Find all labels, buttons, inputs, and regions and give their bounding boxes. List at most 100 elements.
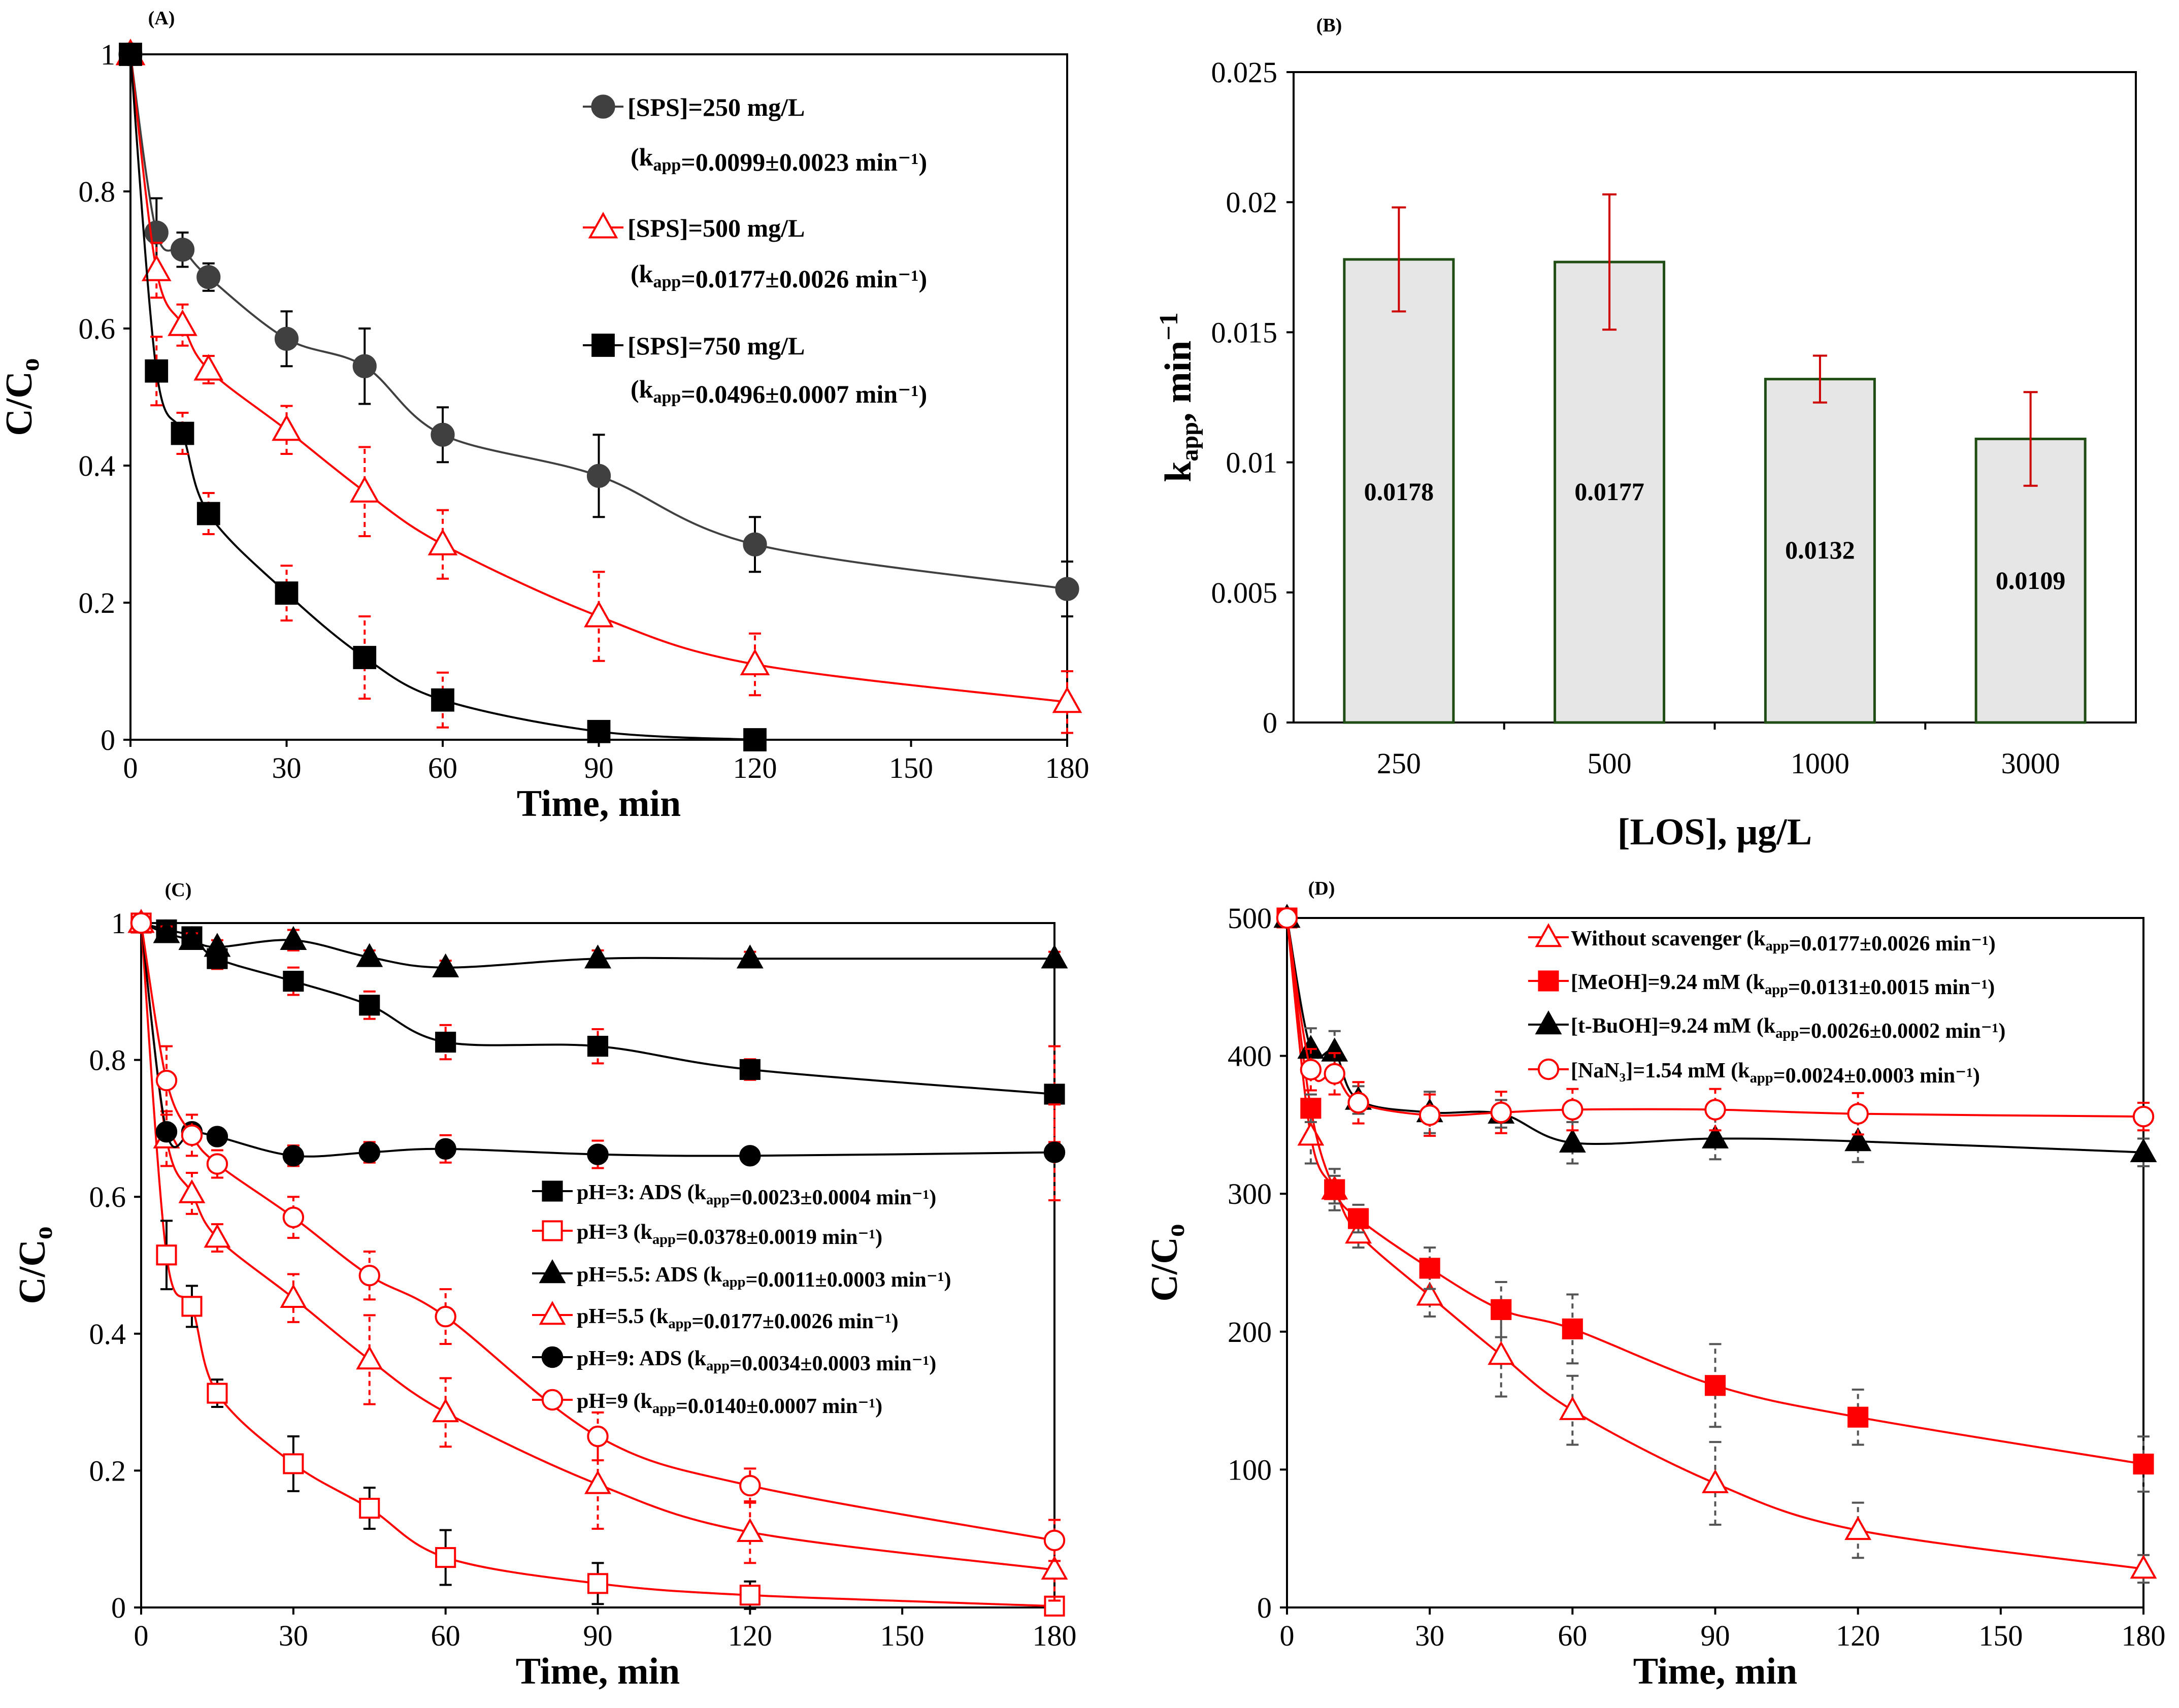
legend-marker (539, 1301, 566, 1325)
subscript: app (668, 1316, 691, 1332)
legend-marker (542, 1220, 563, 1241)
text-span: Without scavenger ( (1571, 927, 1754, 950)
legend-label: pH=5.5: ADS (kapp=0.0011±0.0003 min⁻¹) (577, 1263, 951, 1292)
x-tick-label: 60 (1558, 1619, 1587, 1652)
data-point (181, 1296, 203, 1317)
data-point (280, 1284, 307, 1308)
data-point (586, 464, 611, 488)
data-point (1300, 1098, 1322, 1119)
data-point (1562, 1318, 1583, 1339)
x-tick-label: 0 (123, 751, 138, 784)
subscript: o (29, 1226, 58, 1239)
data-point (1562, 1099, 1583, 1121)
data-point (272, 414, 302, 441)
y-tick-label: 0.6 (89, 1180, 126, 1213)
data-point (171, 421, 194, 445)
text-span: k (640, 1390, 652, 1413)
y-tick-label: 0 (111, 1591, 126, 1624)
data-point (170, 238, 195, 262)
data-point (181, 1124, 203, 1146)
text-span: =0.0099±0.0023 min⁻¹) (681, 148, 927, 176)
chart-panel-d: 0 30 60 90 120 150 180 0 100 200 300 400 500 (D) Time,… (1144, 878, 2166, 1692)
legend-label: Without scavenger (kapp=0.0177±0.0026 mi… (1571, 927, 1996, 956)
text-span: =0.0177±0.0026 min⁻¹) (1789, 932, 1996, 956)
data-point (1844, 1127, 1872, 1152)
data-point (1297, 1122, 1325, 1146)
data-point (427, 529, 458, 555)
data-point (356, 1345, 383, 1370)
data-point (282, 1206, 305, 1228)
data-point (206, 1126, 228, 1147)
y-axis-label: C/Co (0, 358, 45, 436)
data-point (359, 995, 380, 1016)
x-axis-label: [LOS], μg/L (1617, 811, 1812, 853)
y-tick-label: 0.2 (89, 1454, 126, 1487)
x-tick-label: 90 (584, 751, 614, 784)
y-axis-label: C/Co (12, 1226, 58, 1304)
x-tick-label: 120 (1836, 1619, 1880, 1652)
legend-label: [SPS]=250 mg/L (628, 93, 805, 121)
text-span: =0.0026±0.0002 min⁻¹) (1799, 1020, 2005, 1043)
legend: Without scavenger (kapp=0.0177±0.0026 mi… (1528, 923, 2005, 1088)
legend-label: pH=9 (kapp=0.0140±0.0007 min⁻¹) (577, 1390, 882, 1418)
y-tick-label: 0 (101, 724, 115, 757)
subscript: app (706, 1192, 730, 1208)
data-point (275, 581, 299, 605)
subscript: app (1765, 982, 1788, 998)
data-point (282, 1145, 305, 1167)
superscript: −1 (1154, 312, 1183, 340)
data-point (1300, 1059, 1322, 1080)
text-span: C/C (12, 1239, 53, 1304)
legend-marker (541, 1346, 564, 1368)
data-point (178, 1179, 206, 1203)
data-point (1704, 1375, 1726, 1396)
data-point (358, 1265, 380, 1287)
data-point (2133, 1453, 2154, 1475)
legend-label: [NaN₃]=1.54 mM (kapp=0.0024±0.0003 min⁻¹… (1571, 1059, 1980, 1088)
data-point (743, 532, 767, 556)
x-tick-label: 60 (431, 1619, 460, 1652)
text-span: =0.0140±0.0007 min⁻¹) (676, 1395, 882, 1418)
x-tick-label: 90 (583, 1619, 613, 1652)
subscript: app (652, 1401, 676, 1417)
data-point (584, 944, 611, 969)
text-span: [NaN₃]=1.54 mM ( (1571, 1059, 1738, 1082)
data-point (1324, 1179, 1345, 1200)
x-axis-label: Time, min (517, 783, 681, 825)
y-tick-label: 0.8 (89, 1044, 126, 1077)
text-span: =0.0131±0.0015 min⁻¹) (1788, 976, 1995, 999)
legend-label: pH=5.5 (kapp=0.0177±0.0026 min⁻¹) (577, 1305, 899, 1333)
data-point (1704, 1099, 1726, 1121)
text-span: k (639, 259, 653, 288)
data-point (168, 309, 197, 336)
bar-value-label: 0.0109 (1996, 566, 2066, 595)
bar-value-label: 0.0178 (1364, 477, 1434, 506)
x-tick-label: 250 (1377, 747, 1421, 780)
data-point (2130, 1555, 2157, 1579)
text-span: k (656, 1305, 669, 1328)
text-span: k (1158, 461, 1199, 482)
text-span: ( (631, 375, 639, 403)
legend-label: pH=3 (kapp=0.0378±0.0019 min⁻¹) (577, 1221, 882, 1249)
data-point (352, 354, 377, 378)
data-point (206, 1153, 228, 1175)
x-tick-label: 0 (134, 1619, 149, 1652)
panel-label: (B) (1316, 15, 1342, 36)
data-point (432, 953, 459, 977)
data-point (435, 1138, 456, 1160)
data-point (743, 728, 767, 751)
data-point (178, 926, 206, 950)
text-span: k (1738, 1059, 1750, 1082)
text-span: k (1753, 971, 1765, 994)
text-span: k (639, 375, 653, 403)
data-point (358, 1141, 380, 1163)
text-span: [MeOH]=9.24 mM ( (1571, 971, 1753, 994)
data-point (431, 422, 455, 447)
data-point (1559, 1396, 1586, 1420)
data-point (1490, 1101, 1512, 1124)
legend-marker (539, 1259, 566, 1284)
legend-marker (588, 212, 618, 239)
data-point (280, 926, 307, 950)
text-span: C/C (0, 371, 40, 436)
legend-marker (591, 94, 615, 119)
